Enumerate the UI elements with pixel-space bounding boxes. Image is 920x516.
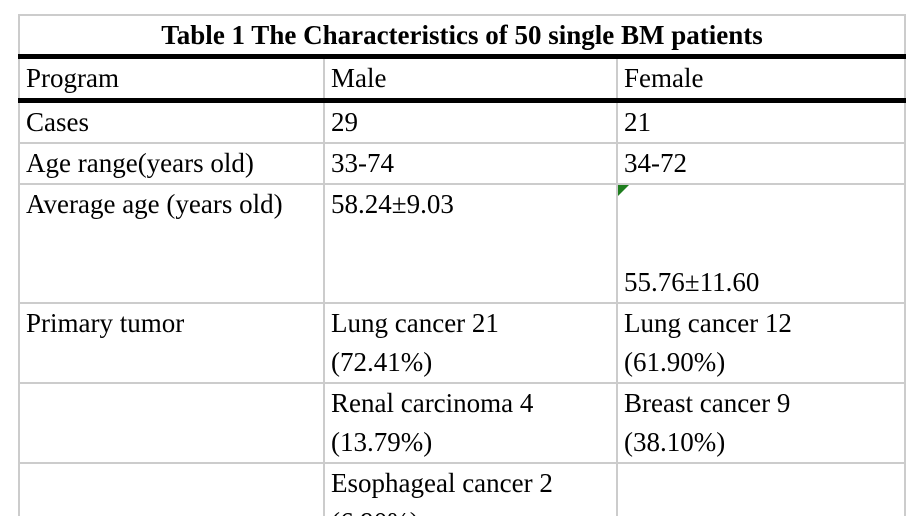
table-title: Table 1 The Characteristics of 50 single…	[17, 14, 907, 59]
row-cases: Cases 29 21	[18, 99, 907, 144]
cell-female: 55.76±11.60	[615, 183, 907, 304]
row-age-range: Age range(years old) 33-74 34-72	[18, 142, 907, 185]
cell-female: 34-72	[615, 142, 907, 185]
header-program: Program	[18, 55, 325, 103]
error-flag-icon	[619, 186, 629, 196]
cell-program	[18, 462, 325, 516]
row-tumor-third: Esophageal cancer 2 (6.90%)	[18, 462, 907, 516]
cell-program: Age range(years old)	[18, 142, 325, 185]
cell-female	[615, 462, 907, 516]
cell-male: Lung cancer 21 (72.41%)	[323, 302, 618, 384]
cell-male: 29	[323, 99, 618, 144]
cell-program	[18, 382, 325, 464]
cell-male: Esophageal cancer 2 (6.90%)	[323, 462, 618, 516]
row-tumor-second: Renal carcinoma 4 (13.79%) Breast cancer…	[18, 382, 907, 464]
cell-female: Breast cancer 9 (38.10%)	[615, 382, 907, 464]
cell-program: Cases	[18, 99, 325, 144]
cell-female: 21	[615, 99, 907, 144]
cell-female: Lung cancer 12 (61.90%)	[615, 302, 907, 384]
table-title-row: Table 1 The Characteristics of 50 single…	[17, 14, 907, 59]
bm-patients-table: Table 1 The Characteristics of 50 single…	[17, 14, 907, 516]
row-average-age: Average age (years old) 58.24±9.03 55.76…	[18, 183, 907, 304]
header-female: Female	[615, 55, 907, 103]
cell-male: Renal carcinoma 4 (13.79%)	[323, 382, 618, 464]
header-male: Male	[323, 55, 618, 103]
cell-female-value: 55.76±11.60	[624, 267, 760, 297]
table-header-row: Program Male Female	[18, 55, 907, 103]
cell-male: 58.24±9.03	[323, 183, 618, 304]
cell-program: Primary tumor	[18, 302, 325, 384]
cell-male: 33-74	[323, 142, 618, 185]
cell-program: Average age (years old)	[18, 183, 325, 304]
row-primary-tumor: Primary tumor Lung cancer 21 (72.41%) Lu…	[18, 302, 907, 384]
